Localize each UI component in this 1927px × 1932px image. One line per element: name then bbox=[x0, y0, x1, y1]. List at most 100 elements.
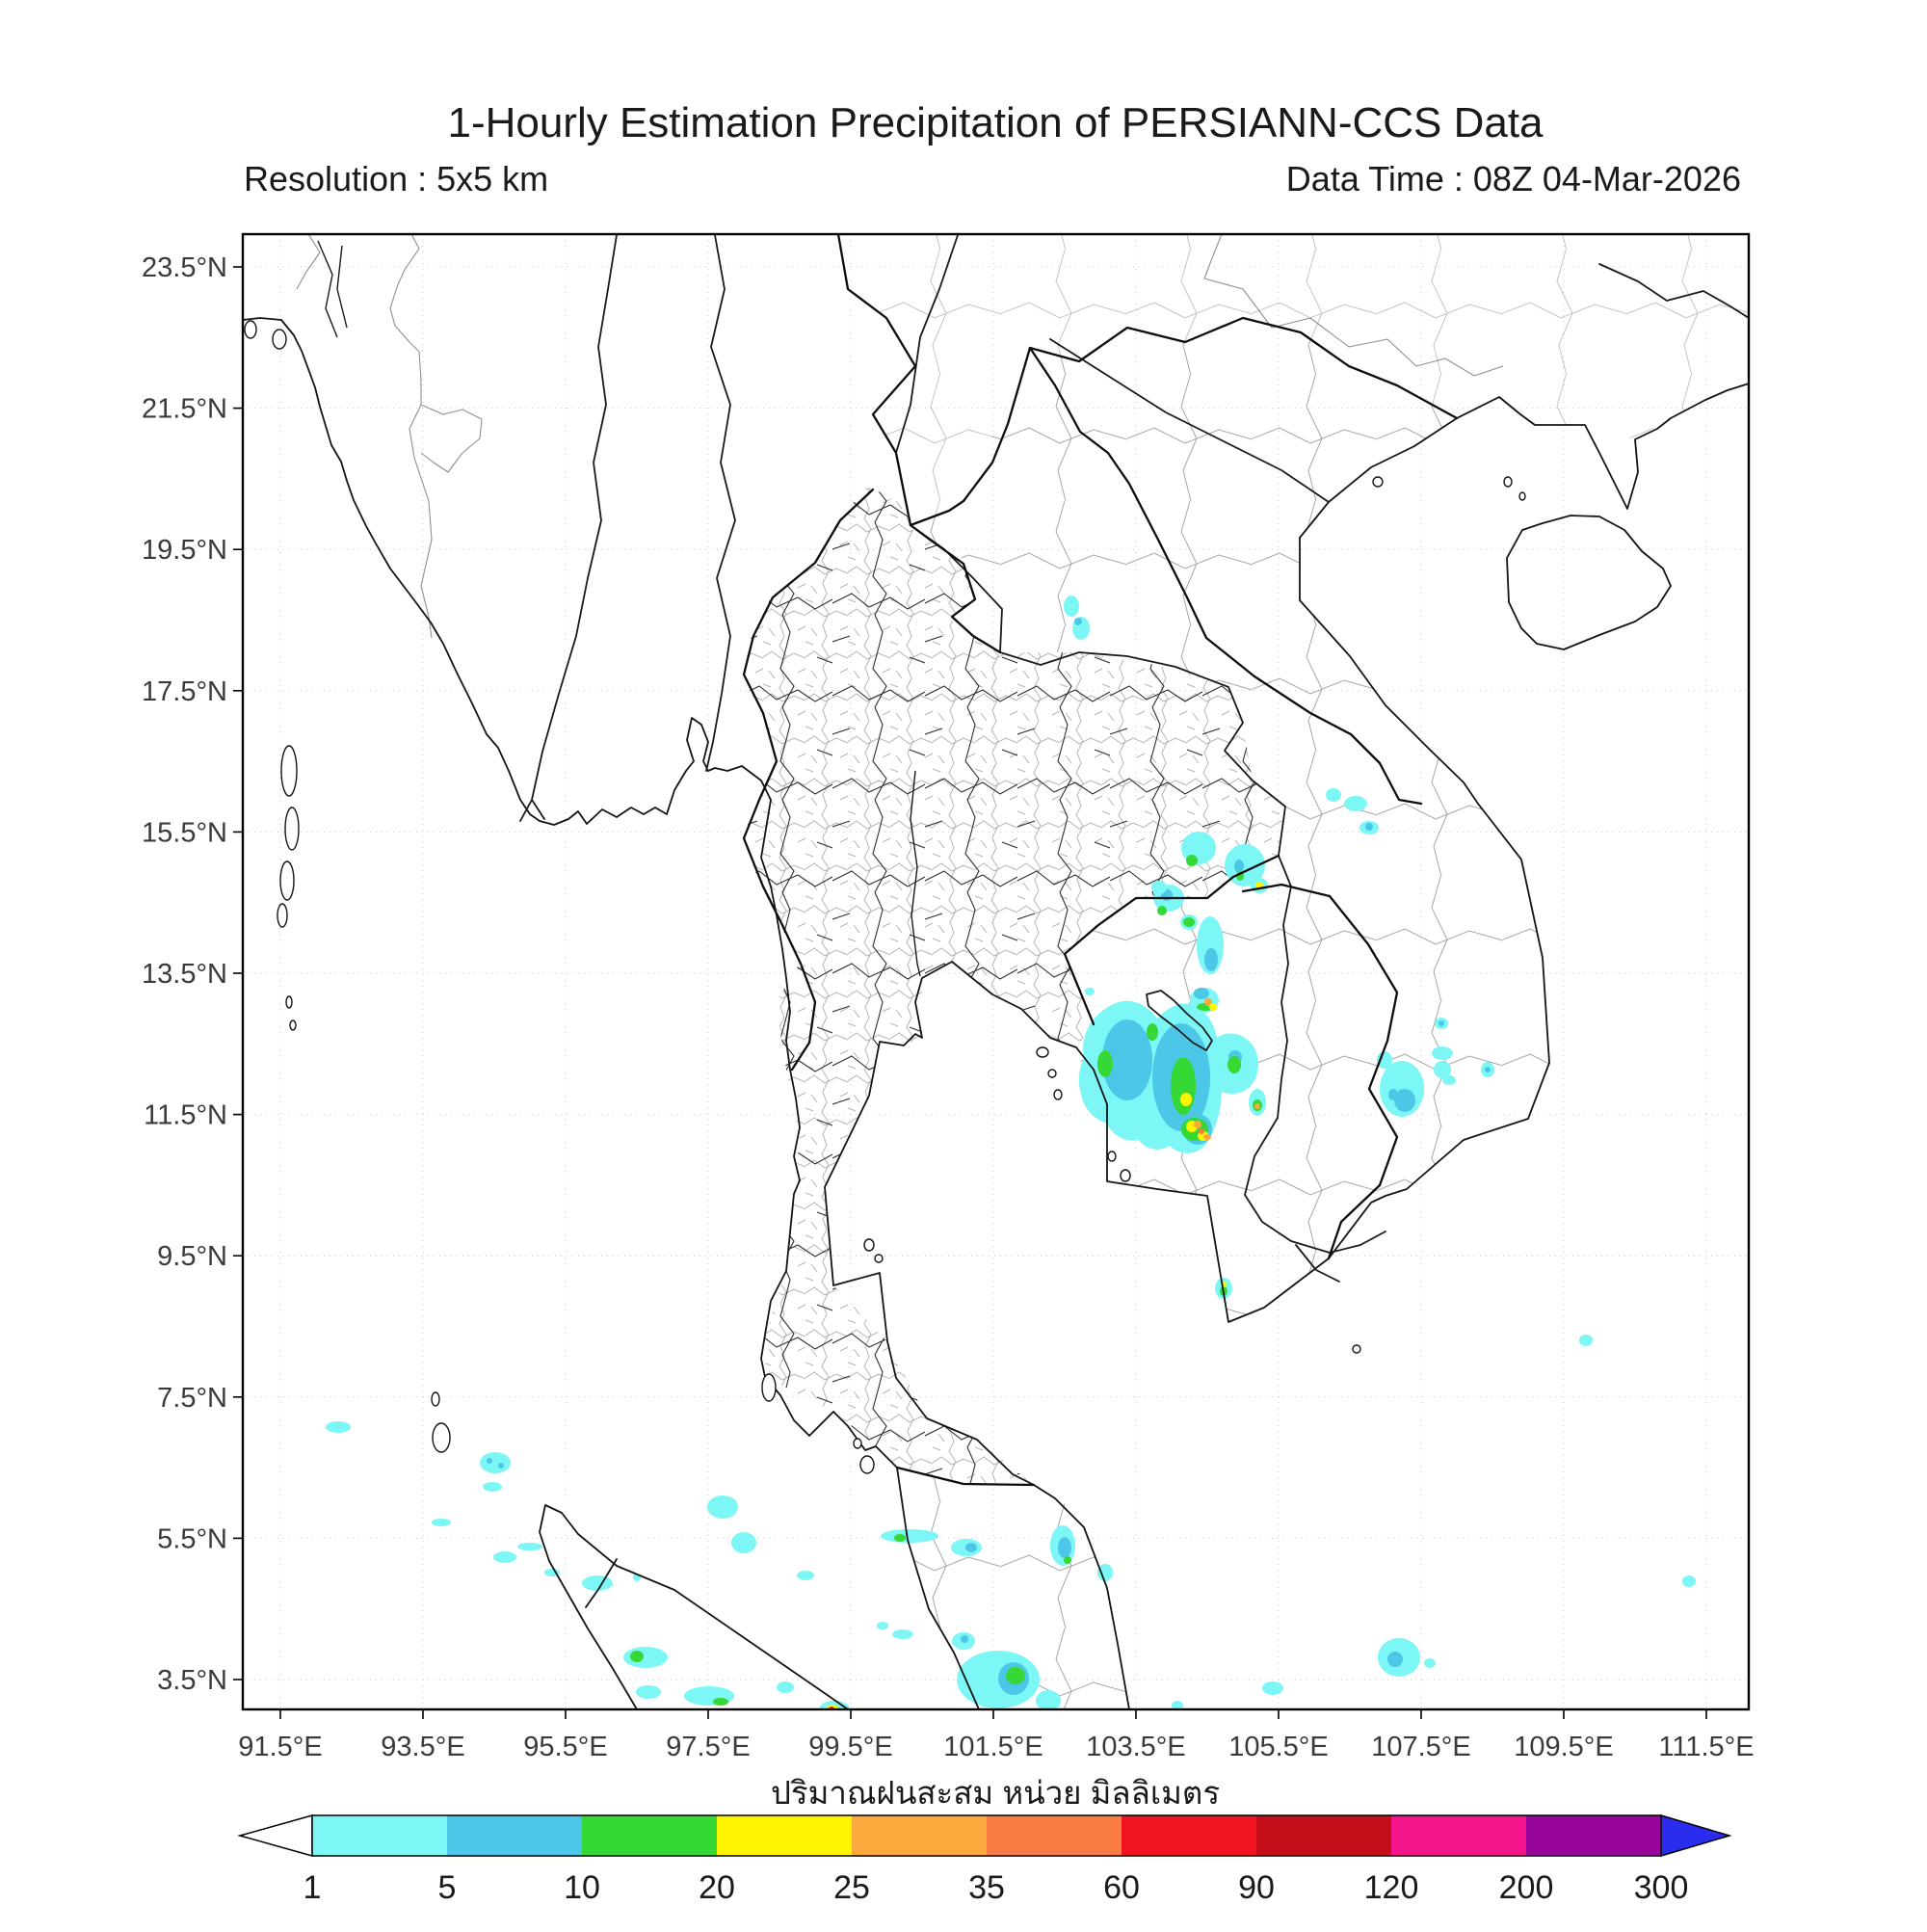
y-tick-label: 9.5°N bbox=[157, 1241, 227, 1272]
precip-cell bbox=[713, 1698, 728, 1706]
precip-cell bbox=[1172, 1701, 1183, 1709]
islands bbox=[244, 320, 1526, 1474]
precip-cell bbox=[1151, 881, 1167, 894]
precip-cell bbox=[1183, 917, 1195, 927]
colorbar-tick-label: 20 bbox=[699, 1869, 735, 1906]
y-tick-label: 13.5°N bbox=[142, 959, 227, 990]
colorbar-tick-label: 10 bbox=[564, 1869, 600, 1906]
x-tick-label: 109.5°E bbox=[1514, 1732, 1614, 1762]
x-tick-label: 97.5°E bbox=[666, 1732, 750, 1762]
y-tick-label: 15.5°N bbox=[142, 817, 227, 848]
precip-cell bbox=[1157, 906, 1167, 915]
y-tick-label: 7.5°N bbox=[157, 1383, 227, 1414]
y-tick-label: 17.5°N bbox=[142, 676, 227, 707]
precip-cell bbox=[480, 1452, 511, 1473]
y-tick-label: 3.5°N bbox=[157, 1665, 227, 1696]
precip-cell bbox=[498, 1463, 504, 1469]
x-tick-label: 105.5°E bbox=[1228, 1732, 1329, 1762]
precip-cell bbox=[1424, 1658, 1436, 1668]
country-borders bbox=[585, 234, 1459, 1608]
colorbar-segment bbox=[312, 1815, 447, 1856]
precip-cell bbox=[1387, 1652, 1403, 1667]
colorbar-segment bbox=[1526, 1815, 1661, 1856]
precip-cell bbox=[731, 1532, 756, 1553]
precip-cell bbox=[1147, 1023, 1158, 1041]
precip-cell bbox=[877, 1622, 888, 1629]
x-axis: 91.5°E 93.5°E 95.5°E 97.5°E 99.5°E 101.5°E 103… bbox=[238, 1709, 1755, 1762]
colorbar-tick-label: 120 bbox=[1364, 1869, 1419, 1906]
precip-cell bbox=[487, 1458, 492, 1464]
colorbar-segment bbox=[582, 1815, 717, 1856]
precip-cell bbox=[881, 1529, 938, 1543]
precip-cell bbox=[1058, 1537, 1071, 1558]
colorbar-tick-label: 1 bbox=[304, 1869, 322, 1906]
colorbar-tick-label: 60 bbox=[1103, 1869, 1140, 1906]
precip-cell bbox=[517, 1543, 542, 1550]
precip-cell bbox=[1203, 1134, 1211, 1140]
precip-cell bbox=[636, 1685, 661, 1699]
precip-cell bbox=[961, 1635, 968, 1643]
precip-cell bbox=[630, 1651, 644, 1662]
precip-cell bbox=[892, 1629, 913, 1639]
precip-cell bbox=[777, 1681, 794, 1693]
precip-cell bbox=[1262, 1681, 1283, 1695]
precip-cell bbox=[623, 1647, 668, 1668]
precip-cell bbox=[326, 1421, 351, 1433]
x-tick-label: 99.5°E bbox=[808, 1732, 892, 1762]
precip-cell bbox=[1085, 988, 1095, 995]
y-tick-label: 23.5°N bbox=[142, 252, 227, 283]
precip-cell bbox=[1365, 823, 1373, 831]
precip-cell bbox=[1204, 998, 1212, 1006]
precip-cell bbox=[1194, 988, 1209, 999]
colorbar-tick-label: 25 bbox=[833, 1869, 870, 1906]
colorbar-tick-label: 300 bbox=[1634, 1869, 1689, 1906]
precip-cell bbox=[1254, 1103, 1260, 1109]
precip-cell bbox=[1204, 948, 1218, 971]
colorbar-tick-label: 90 bbox=[1238, 1869, 1275, 1906]
y-axis: 23.5°N 21.5°N 19.5°N 17.5°N 15.5°N 13.5°N 11.5… bbox=[142, 252, 243, 1696]
precip-cell bbox=[1064, 595, 1079, 617]
precip-cell bbox=[1036, 1690, 1061, 1709]
colorbar-segment bbox=[1122, 1815, 1256, 1856]
precip-cell bbox=[1102, 1019, 1152, 1100]
y-tick-label: 21.5°N bbox=[142, 394, 227, 425]
precip-cell bbox=[1074, 618, 1082, 625]
precip-cell bbox=[1227, 1056, 1241, 1073]
precip-cell bbox=[1326, 788, 1341, 802]
precip-cell bbox=[432, 1519, 451, 1526]
x-axis-unit-label: ปริมาณฝนสะสม หน่วย มิลลิเมตร bbox=[771, 1775, 1220, 1811]
precip-cell bbox=[1682, 1575, 1696, 1587]
precip-cell bbox=[1344, 796, 1367, 811]
precip-cell bbox=[1434, 1061, 1451, 1078]
precip-cell bbox=[1171, 1057, 1196, 1115]
precip-cell bbox=[1485, 1067, 1491, 1072]
x-tick-label: 93.5°E bbox=[381, 1732, 464, 1762]
colorbar-tick-label: 5 bbox=[438, 1869, 457, 1906]
colorbar-segment bbox=[852, 1815, 987, 1856]
precip-cell bbox=[493, 1551, 516, 1563]
colorbar-overflow-arrow bbox=[1660, 1813, 1732, 1858]
colorbar-tick-label: 200 bbox=[1499, 1869, 1554, 1906]
precip-cell bbox=[965, 1543, 977, 1552]
precip-cell bbox=[483, 1482, 502, 1492]
precip-cell bbox=[1234, 860, 1244, 873]
colorbar-segment bbox=[717, 1815, 852, 1856]
x-tick-label: 111.5°E bbox=[1658, 1732, 1754, 1762]
map-frame bbox=[241, 232, 1751, 1711]
precip-cell bbox=[1199, 1128, 1204, 1134]
precipitation-field bbox=[326, 595, 1696, 1709]
precip-cell bbox=[1394, 1089, 1415, 1112]
colorbar-segment bbox=[987, 1815, 1122, 1856]
colorbar-segment bbox=[447, 1815, 582, 1856]
precip-cell bbox=[1388, 1089, 1398, 1100]
precip-cell bbox=[1209, 1003, 1217, 1011]
precip-cell bbox=[1064, 1556, 1071, 1564]
x-tick-label: 101.5°E bbox=[943, 1732, 1043, 1762]
x-tick-label: 95.5°E bbox=[523, 1732, 607, 1762]
precip-cell bbox=[1097, 1050, 1113, 1077]
precip-cell bbox=[1439, 1020, 1444, 1026]
x-tick-label: 107.5°E bbox=[1371, 1732, 1471, 1762]
colorbar-segment bbox=[1391, 1815, 1526, 1856]
